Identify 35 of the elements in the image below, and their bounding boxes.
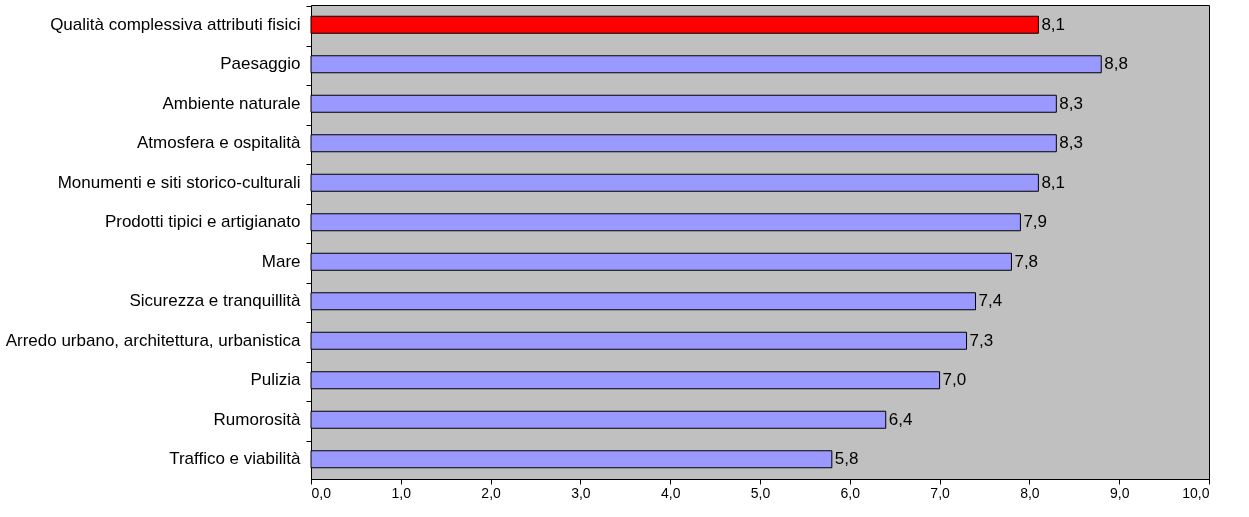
data-label: 7,9 <box>1023 212 1048 232</box>
y-tick-label: Ambiente naturale <box>162 93 301 113</box>
x-tick-label: 3,0 <box>571 484 591 501</box>
data-label: 5,8 <box>834 449 859 469</box>
x-tick-label: 1,0 <box>391 484 412 501</box>
y-tick-label: Sicurezza e tranquillità <box>129 291 302 311</box>
y-tick-label: Traffico e viabilità <box>169 449 302 469</box>
x-tick-label: 8,0 <box>1020 484 1040 501</box>
x-tick-label: 4,0 <box>660 484 681 501</box>
x-tick-label: 2,0 <box>481 484 502 501</box>
y-tick-label: Arredo urbano, architettura, urbanistica <box>5 330 302 350</box>
data-label: 8,3 <box>1059 133 1083 153</box>
x-tick-label: 7,0 <box>930 484 951 501</box>
data-label: 8,3 <box>1059 93 1083 113</box>
y-tick-label: Qualità complessiva attributi fisici <box>50 14 301 34</box>
x-tick-label: 9,0 <box>1109 484 1130 501</box>
x-tick-label: 6,0 <box>840 484 861 501</box>
y-tick-label: Mare <box>261 251 301 271</box>
y-tick-label: Pulizia <box>250 370 302 390</box>
data-label: 8,8 <box>1104 54 1128 74</box>
data-label: 6,4 <box>888 409 913 429</box>
data-label: 7,4 <box>978 291 1003 311</box>
y-tick-label: Atmosfera e ospitalità <box>137 133 302 153</box>
y-tick-label: Rumorosità <box>213 409 302 429</box>
data-label: 7,8 <box>1014 251 1039 271</box>
x-tick-label: 0,0 <box>311 484 332 501</box>
y-tick-label: Monumenti e siti storico-culturali <box>57 172 301 192</box>
data-label: 8,1 <box>1041 172 1066 192</box>
x-tick-label: 10,0 <box>1182 484 1210 501</box>
data-label: 7,0 <box>942 370 967 390</box>
data-label: 8,1 <box>1041 14 1066 34</box>
data-label: 7,3 <box>969 330 994 350</box>
y-tick-label: Paesaggio <box>220 54 301 74</box>
x-tick-label: 5,0 <box>750 484 771 501</box>
y-tick-label: Prodotti tipici e artigianato <box>104 212 301 232</box>
